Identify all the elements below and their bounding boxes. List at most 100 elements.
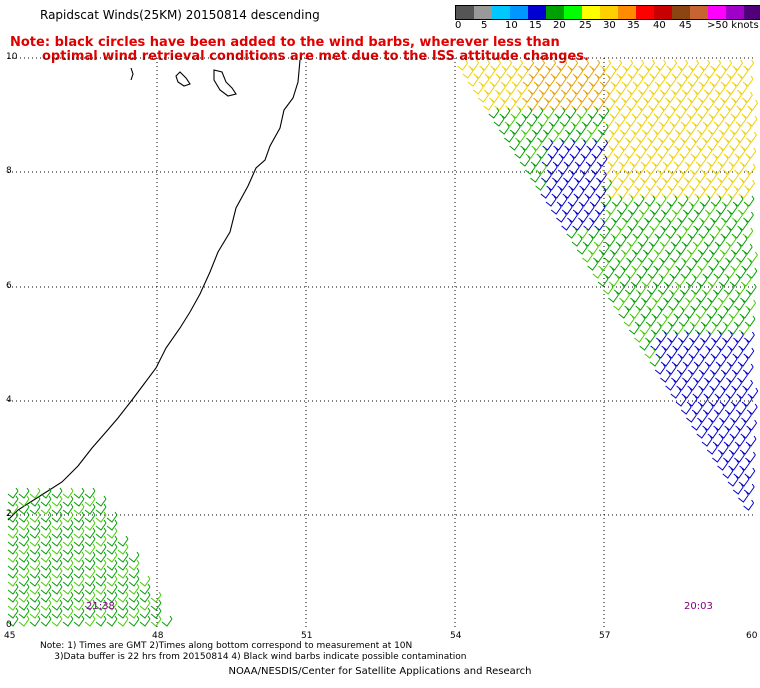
wind-barb bbox=[747, 387, 759, 399]
wind-barb bbox=[572, 203, 584, 215]
wind-barb bbox=[40, 583, 52, 595]
wind-barb bbox=[593, 99, 605, 111]
wind-barb bbox=[710, 347, 722, 359]
wind-barb bbox=[29, 511, 41, 523]
wind-barb bbox=[740, 139, 752, 151]
wind-barb bbox=[557, 163, 569, 175]
wind-barb bbox=[649, 67, 661, 79]
wind-barb bbox=[18, 607, 30, 619]
wind-barb bbox=[84, 495, 96, 507]
wind-barb bbox=[51, 559, 63, 571]
wind-barb bbox=[585, 155, 597, 167]
legend-swatch bbox=[600, 6, 618, 19]
wind-barb bbox=[718, 275, 730, 287]
wind-barb bbox=[520, 123, 532, 135]
wind-barb bbox=[40, 495, 52, 507]
wind-barb bbox=[612, 163, 624, 175]
wind-barb bbox=[723, 283, 735, 295]
swath-time-label: 20:03 bbox=[684, 601, 713, 612]
wind-barb bbox=[543, 107, 555, 119]
wind-barb bbox=[619, 275, 631, 287]
wind-barb bbox=[689, 315, 701, 327]
wind-barb bbox=[681, 83, 693, 95]
wind-barb bbox=[728, 171, 739, 183]
wind-barb bbox=[29, 487, 41, 499]
wind-barb bbox=[538, 99, 550, 111]
wind-barb bbox=[534, 59, 546, 71]
wind-barb bbox=[495, 67, 507, 79]
wind-barb bbox=[615, 99, 627, 111]
wind-barb bbox=[62, 575, 74, 587]
wind-barb bbox=[567, 59, 579, 71]
wind-barb bbox=[747, 99, 759, 111]
wind-barb bbox=[722, 331, 733, 343]
wind-barb bbox=[660, 219, 672, 231]
wind-barb bbox=[576, 107, 588, 119]
wind-barb bbox=[740, 427, 752, 439]
wind-barb bbox=[742, 227, 754, 239]
wind-barb bbox=[723, 451, 734, 463]
wind-barb bbox=[504, 115, 516, 127]
wind-barb bbox=[744, 331, 755, 343]
wind-barb bbox=[530, 155, 542, 167]
wind-barb bbox=[84, 543, 96, 555]
wind-barb bbox=[51, 487, 63, 499]
wind-barb bbox=[684, 307, 696, 319]
wind-barb bbox=[704, 219, 716, 231]
wind-barb bbox=[746, 419, 758, 431]
wind-barb bbox=[649, 203, 661, 215]
wind-barb bbox=[708, 243, 720, 255]
wind-barb bbox=[726, 67, 738, 79]
wind-barb bbox=[631, 259, 643, 271]
wind-barb bbox=[664, 107, 676, 119]
wind-barb bbox=[703, 235, 715, 247]
wind-barb bbox=[587, 107, 599, 119]
wind-barb bbox=[667, 331, 678, 343]
wind-barb bbox=[729, 275, 741, 287]
wind-barb bbox=[84, 527, 96, 539]
wind-barb bbox=[627, 67, 639, 79]
wind-barb bbox=[679, 147, 691, 159]
wind-barb bbox=[653, 107, 665, 119]
wind-barb bbox=[468, 59, 480, 71]
wind-barb bbox=[669, 267, 681, 279]
wind-barb bbox=[669, 115, 681, 127]
wind-barb bbox=[603, 131, 614, 143]
wind-barb bbox=[620, 243, 632, 255]
wind-barb bbox=[540, 187, 552, 199]
wind-barb bbox=[594, 67, 606, 79]
wind-barb bbox=[673, 171, 684, 183]
wind-barb bbox=[695, 307, 707, 319]
wind-barb bbox=[40, 543, 52, 555]
wind-barb bbox=[18, 591, 30, 603]
wind-barb bbox=[697, 259, 709, 271]
wind-barb bbox=[588, 91, 599, 103]
wind-barb bbox=[707, 123, 719, 135]
wind-barb bbox=[545, 59, 557, 71]
wind-barb bbox=[712, 435, 724, 447]
lon-label: 45 bbox=[4, 631, 16, 641]
wind-barb bbox=[604, 235, 616, 247]
wind-barb bbox=[128, 615, 140, 627]
wind-barb bbox=[7, 583, 19, 595]
wind-barb bbox=[733, 315, 745, 327]
wind-barb bbox=[51, 575, 63, 587]
wind-barb bbox=[7, 567, 19, 579]
wind-barb bbox=[7, 615, 19, 627]
lat-lon-grid bbox=[8, 57, 754, 628]
legend-tick: 40 bbox=[653, 20, 666, 31]
wind-barb bbox=[675, 243, 687, 255]
wind-barb bbox=[643, 227, 655, 239]
legend-swatch bbox=[474, 6, 492, 19]
legend-swatch bbox=[582, 6, 600, 19]
wind-barb bbox=[18, 527, 30, 539]
wind-barb bbox=[582, 99, 594, 111]
wind-barb bbox=[695, 171, 706, 183]
wind-barb bbox=[648, 235, 660, 247]
wind-barb bbox=[499, 107, 511, 119]
legend-unit-label: >50 knots bbox=[707, 20, 759, 31]
wind-barb bbox=[712, 299, 724, 311]
wind-barb bbox=[745, 299, 757, 311]
wind-barb bbox=[604, 83, 616, 95]
wind-barb bbox=[40, 559, 52, 571]
